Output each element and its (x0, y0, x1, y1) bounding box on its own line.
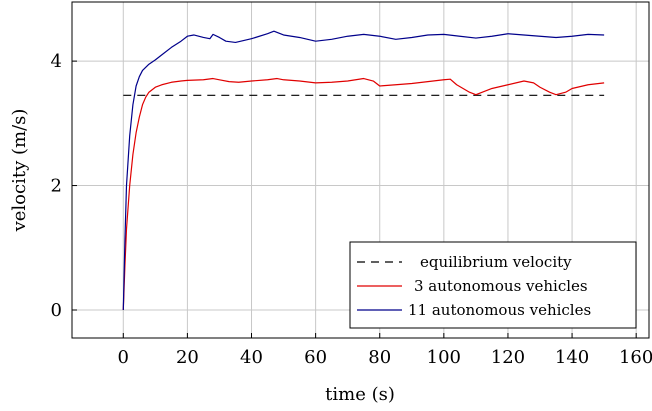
series-group (122, 30, 605, 311)
series-three-vehicles-line (122, 77, 605, 311)
x-tick-label: 20 (176, 347, 199, 368)
y-tick-label: 4 (51, 51, 62, 72)
x-axis-title: time (s) (325, 384, 395, 405)
x-tick-label: 160 (619, 347, 652, 368)
ticks: 0 20 40 60 80 100 120 140 160 0 2 4 (51, 51, 652, 368)
y-tick-label: 2 (51, 176, 62, 197)
legend-label-equilibrium: equilibrium velocity (420, 253, 572, 271)
legend-label-three: 3 autonomous vehicles (414, 277, 588, 295)
x-tick-label: 80 (368, 347, 391, 368)
x-tick-label: 40 (240, 347, 263, 368)
x-tick-label: 140 (555, 347, 589, 368)
x-tick-label: 100 (427, 347, 461, 368)
series-eleven-vehicles-line (122, 30, 605, 311)
plot-frame (71, 1, 650, 339)
x-tick-label: 60 (304, 347, 327, 368)
legend-label-eleven: 11 autonomous vehicles (408, 301, 591, 319)
legend-box (349, 241, 637, 329)
legend: equilibrium velocity 3 autonomous vehicl… (349, 241, 637, 329)
y-tick-label: 0 (51, 300, 62, 321)
y-axis-title: velocity (m/s) (9, 109, 30, 233)
x-tick-label: 120 (491, 347, 525, 368)
x-tick-label: 0 (118, 347, 129, 368)
